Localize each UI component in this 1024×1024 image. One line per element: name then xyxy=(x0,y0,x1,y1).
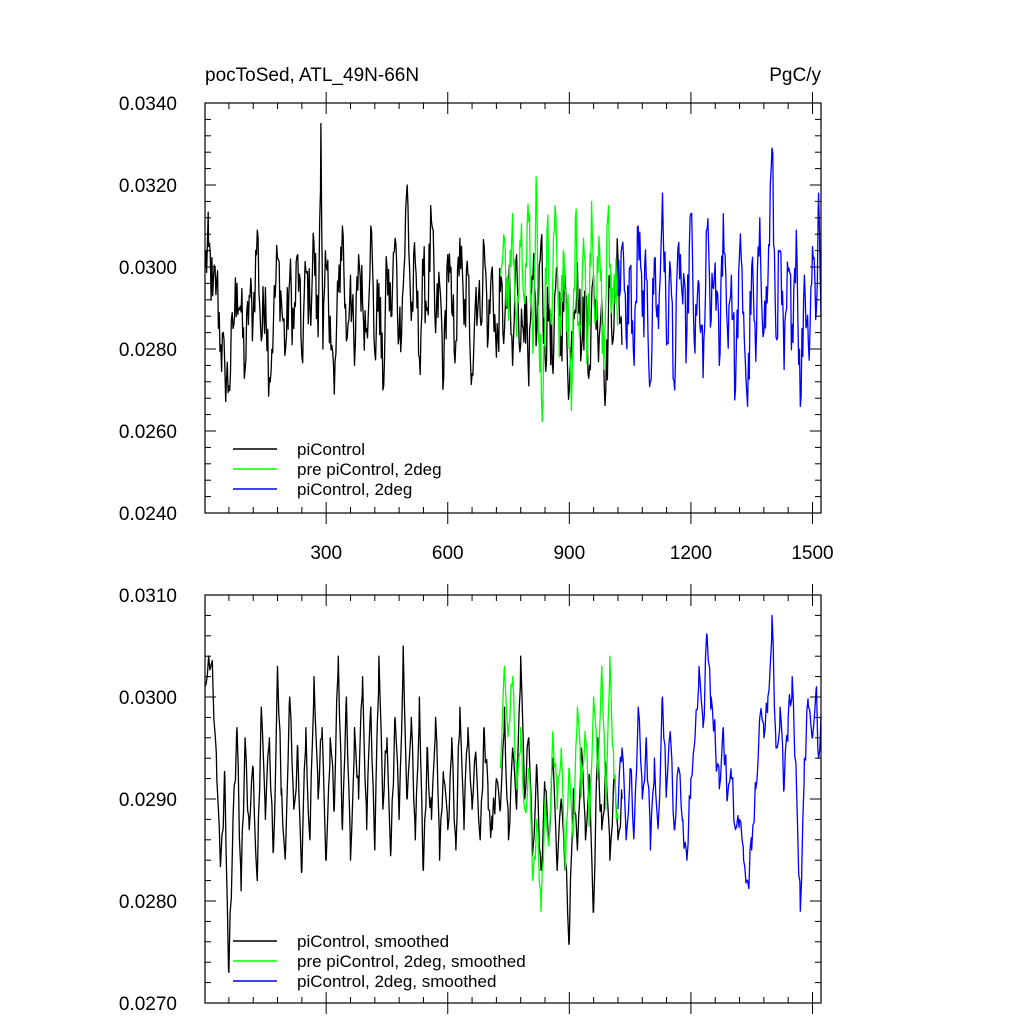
x-tick-label: 1200 xyxy=(670,543,712,564)
y-tick-label: 0.0340 xyxy=(119,94,177,115)
legend-label-3: piControl, 2deg xyxy=(297,480,412,499)
top-panel-units: PgC/y xyxy=(769,65,821,86)
top-plot-frame xyxy=(204,102,822,514)
x-tick-label: 1500 xyxy=(791,543,833,564)
bottom-panel-axes: 0.0270 0.0280 0.0290 0.0300 0.0310 xyxy=(119,584,821,1015)
y-tick-label: 0.0290 xyxy=(119,790,177,811)
x-tick-label: 900 xyxy=(553,543,585,564)
legend-label-3: piControl, 2deg, smoothed xyxy=(297,972,496,991)
top-panel-axes: 0.0240 0.0260 0.0280 0.0300 0.0320 0.0340 300 6… xyxy=(119,92,834,564)
top-panel: pocToSed, ATL_49N-66N PgC/y 0.0240 0.0260… xyxy=(119,65,834,564)
y-tick-label: 0.0240 xyxy=(119,504,177,525)
series-line-2 xyxy=(499,176,619,423)
series-line-3 xyxy=(617,614,822,912)
bottom-panel-series xyxy=(204,614,822,974)
legend-label-2: pre piControl, 2deg, smoothed xyxy=(297,952,526,971)
series-line-1 xyxy=(204,645,623,974)
y-tick-label: 0.0300 xyxy=(119,688,177,709)
y-tick-label: 0.0310 xyxy=(119,586,177,607)
series-line-2 xyxy=(499,655,619,912)
x-tick-label: 600 xyxy=(432,543,464,564)
legend-label-1: piControl xyxy=(297,440,365,459)
series-line-3 xyxy=(617,147,822,408)
y-tick-label: 0.0300 xyxy=(119,258,177,279)
bottom-panel: 0.0270 0.0280 0.0290 0.0300 0.0310 piControl… xyxy=(119,584,822,1015)
top-panel-title: pocToSed, ATL_49N-66N xyxy=(205,65,419,86)
y-tick-label: 0.0280 xyxy=(119,340,177,361)
y-tick-label: 0.0260 xyxy=(119,422,177,443)
series-line-1 xyxy=(204,122,623,407)
top-panel-series xyxy=(204,122,822,423)
legend-label-1: piControl, smoothed xyxy=(297,932,449,951)
y-tick-label: 0.0280 xyxy=(119,892,177,913)
x-tick-label: 300 xyxy=(310,543,342,564)
y-tick-label: 0.0320 xyxy=(119,176,177,197)
y-tick-label: 0.0270 xyxy=(119,994,177,1015)
legend-label-2: pre piControl, 2deg xyxy=(297,460,442,479)
